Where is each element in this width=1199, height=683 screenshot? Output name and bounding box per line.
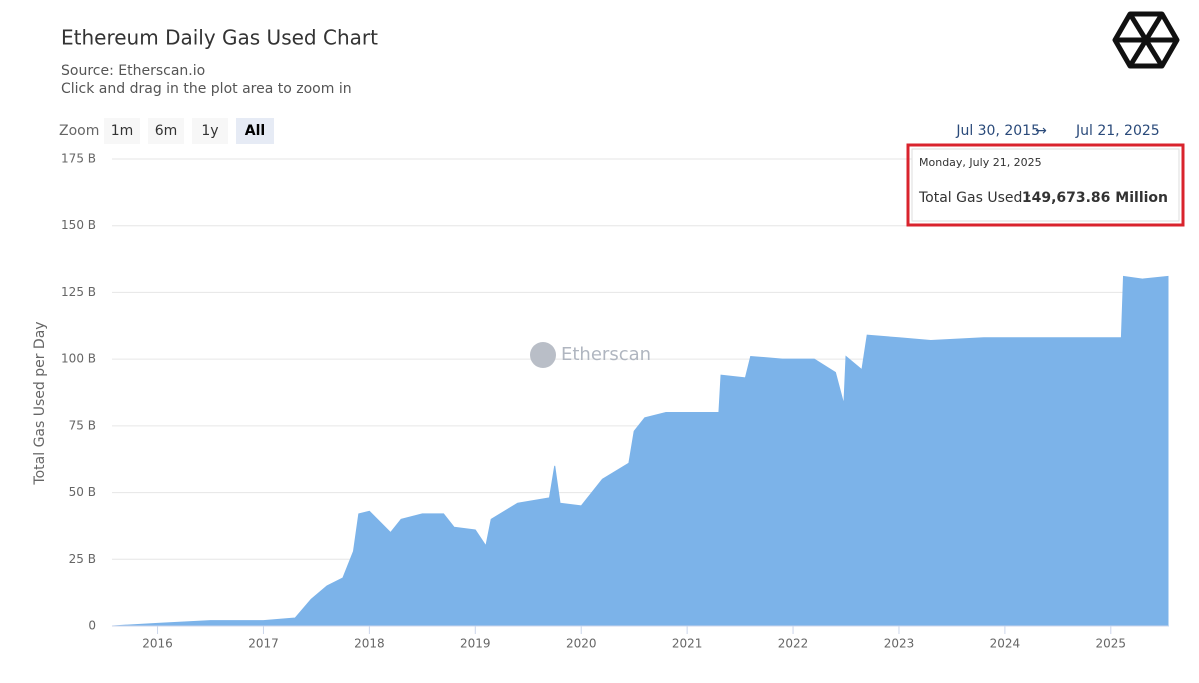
zoom-button[interactable]: 1m — [111, 123, 134, 139]
x-tick-label: 2020 — [566, 637, 597, 651]
y-tick-label: 175 B — [61, 152, 96, 166]
range-separator: → — [1035, 123, 1047, 139]
x-tick-label: 2022 — [778, 637, 809, 651]
watermark-icon — [530, 342, 556, 368]
tooltip-label: Total Gas Used : — [918, 190, 1032, 206]
x-tick-label: 2025 — [1096, 637, 1127, 651]
y-tick-label: 100 B — [61, 352, 96, 366]
x-tick-label: 2024 — [990, 637, 1021, 651]
zoom-button[interactable]: 6m — [155, 123, 178, 139]
subtitle: Click and drag in the plot area to zoom … — [61, 81, 352, 97]
y-tick-label: 0 — [88, 619, 96, 633]
x-tick-label: 2023 — [884, 637, 915, 651]
x-tick-label: 2019 — [460, 637, 491, 651]
zoom-button-bg[interactable] — [192, 118, 228, 144]
area — [111, 275, 1169, 627]
zoom-button[interactable]: 1y — [201, 123, 218, 139]
range-to[interactable]: Jul 21, 2025 — [1075, 123, 1160, 139]
watermark: Etherscan — [561, 344, 651, 365]
zoom-button[interactable]: All — [245, 123, 265, 139]
x-tick-label: 2017 — [248, 637, 279, 651]
tooltip-value: 149,673.86 Million — [1022, 190, 1168, 206]
y-tick-label: 50 B — [69, 485, 96, 499]
chart-title: Ethereum Daily Gas Used Chart — [61, 26, 378, 50]
y-tick-label: 125 B — [61, 285, 96, 299]
x-tick-label: 2016 — [142, 637, 173, 651]
source: Source: Etherscan.io — [61, 63, 205, 79]
y-tick-label: 25 B — [69, 552, 96, 566]
zoom-label: Zoom — [59, 123, 99, 139]
tooltip — [911, 148, 1180, 222]
logo — [1112, 11, 1180, 69]
x-tick-label: 2018 — [354, 637, 385, 651]
zoom-button-bg[interactable] — [148, 118, 184, 144]
tooltip-date: Monday, July 21, 2025 — [919, 156, 1042, 169]
zoom-button-bg[interactable] — [104, 118, 140, 144]
zoom-button-bg[interactable] — [236, 118, 274, 144]
tooltip-highlight — [906, 143, 1185, 227]
range-from[interactable]: Jul 30, 2015 — [955, 123, 1040, 139]
y-tick-label: 75 B — [69, 418, 96, 432]
y-tick-label: 150 B — [61, 218, 96, 232]
x-tick-label: 2021 — [672, 637, 703, 651]
y-axis-label: Total Gas Used per Day — [32, 321, 48, 485]
